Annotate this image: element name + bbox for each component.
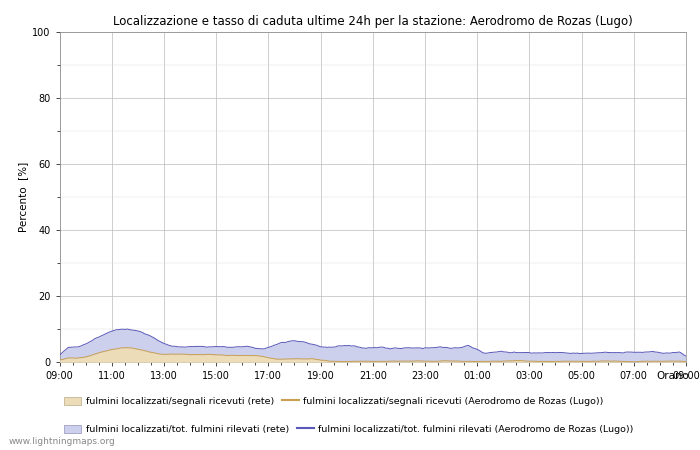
Text: www.lightningmaps.org: www.lightningmaps.org — [8, 437, 115, 446]
Legend: fulmini localizzati/tot. fulmini rilevati (rete), fulmini localizzati/tot. fulmi: fulmini localizzati/tot. fulmini rilevat… — [64, 425, 634, 434]
Text: Orario: Orario — [657, 371, 689, 381]
Title: Localizzazione e tasso di caduta ultime 24h per la stazione: Aerodromo de Rozas : Localizzazione e tasso di caduta ultime … — [113, 14, 633, 27]
Y-axis label: Percento  [%]: Percento [%] — [18, 162, 28, 232]
